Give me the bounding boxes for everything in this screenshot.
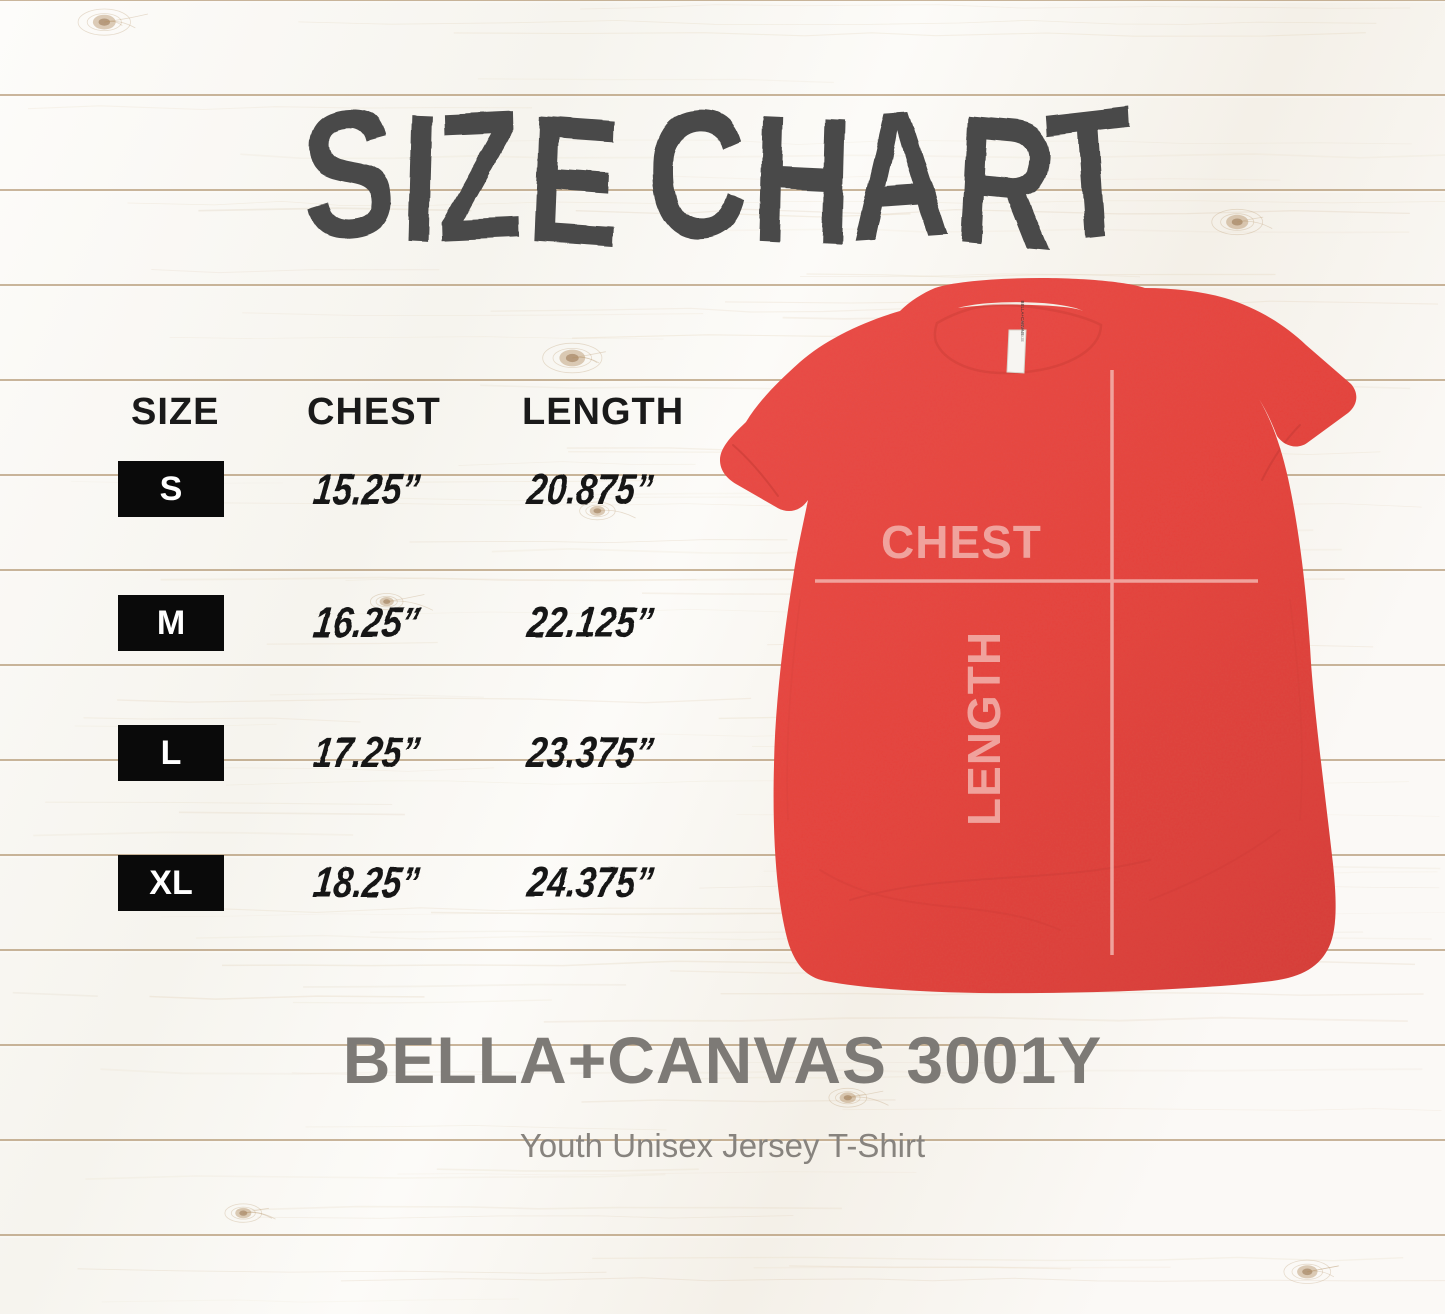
svg-text:CHEST: CHEST [881, 516, 1042, 568]
svg-text:YOUTH SIZE: YOUTH SIZE [1020, 320, 1024, 343]
svg-text:LENGTH: LENGTH [958, 631, 1010, 826]
